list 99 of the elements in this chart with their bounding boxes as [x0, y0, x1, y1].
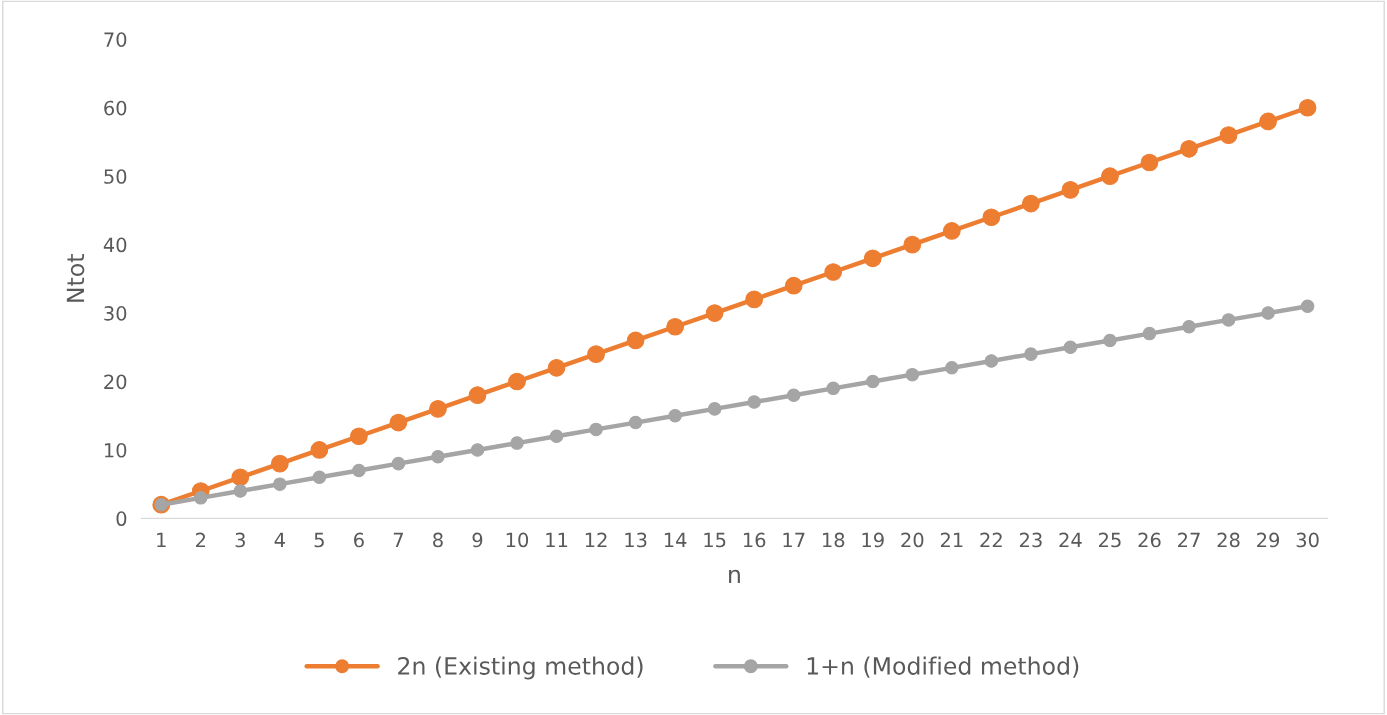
point [666, 317, 684, 336]
y-tick-label: 30 [104, 306, 127, 321]
point [1101, 167, 1119, 186]
x-tick-label: 7 [393, 532, 403, 548]
point [628, 415, 643, 430]
point [786, 388, 801, 402]
point [470, 443, 485, 457]
x-tick-label: 29 [1257, 532, 1280, 548]
point [1219, 126, 1238, 144]
x-tick-label: 22 [980, 532, 1002, 548]
point [903, 235, 922, 254]
point [391, 456, 406, 471]
point [982, 208, 1001, 227]
x-tick-label: 2 [196, 532, 206, 548]
point [705, 304, 724, 322]
point [1103, 333, 1117, 348]
x-tick-label: 18 [823, 532, 845, 548]
x-tick-label: 10 [506, 532, 529, 548]
point [1180, 139, 1198, 158]
point [984, 354, 999, 368]
point [589, 422, 603, 437]
point [429, 400, 447, 418]
point [668, 408, 682, 423]
point [1063, 340, 1078, 355]
point [508, 372, 526, 391]
y-tick-label: 0 [116, 511, 127, 527]
x-tick-label: 14 [664, 532, 687, 548]
x-tick-label: 3 [235, 532, 245, 548]
x-tick-label: 12 [585, 532, 607, 548]
x-tick-label: 19 [862, 532, 884, 548]
point [510, 436, 524, 450]
point [824, 263, 843, 281]
x-tick-label: 4 [274, 532, 285, 548]
point [587, 345, 605, 363]
point [1024, 347, 1038, 361]
x-tick-label: 8 [433, 532, 443, 548]
y-tick-label: 20 [104, 374, 127, 390]
x-tick-label: 25 [1099, 532, 1121, 548]
point [273, 477, 287, 491]
x-tick-label: 13 [625, 532, 647, 548]
point [1142, 326, 1157, 341]
y-tick-label: 10 [104, 442, 127, 458]
point [866, 374, 880, 389]
point [549, 429, 564, 444]
x-tick-label: 21 [940, 532, 963, 548]
x-tick-label: 23 [1019, 532, 1042, 548]
legend-label: 2n (Existing method) [398, 656, 643, 680]
point [905, 367, 920, 382]
point [945, 361, 959, 375]
point [1140, 153, 1159, 172]
x-axis-title: n [729, 569, 740, 583]
point [1182, 319, 1196, 334]
x-tick-label: 20 [901, 532, 924, 548]
point [431, 450, 445, 464]
point [747, 395, 761, 409]
x-tick-label: 28 [1217, 532, 1240, 548]
point [1261, 306, 1275, 320]
point [942, 222, 961, 240]
point [784, 276, 803, 295]
y-tick-label: 40 [103, 237, 127, 253]
x-tick-label: 17 [783, 532, 805, 548]
y-axis-title: Ntot [66, 254, 85, 302]
x-tick-label: 11 [546, 532, 568, 548]
point [863, 249, 882, 268]
point [1300, 299, 1315, 313]
point [1259, 112, 1277, 131]
point [194, 491, 208, 505]
point [826, 381, 841, 396]
point [1022, 194, 1040, 213]
legend-label: 1+n (Modified method) [807, 656, 1079, 678]
point [468, 386, 487, 405]
point [1298, 98, 1317, 117]
point [1221, 313, 1236, 327]
point [233, 484, 248, 498]
x-tick-label: 9 [472, 532, 483, 548]
point [310, 441, 329, 459]
point [626, 331, 645, 350]
point [547, 358, 566, 377]
x-tick-label: 16 [743, 532, 766, 548]
point [389, 413, 408, 432]
y-tick-label: 70 [104, 32, 127, 47]
y-tick-label: 50 [104, 169, 127, 184]
x-tick-label: 30 [1296, 532, 1319, 548]
x-tick-label: 5 [314, 532, 324, 548]
point [745, 290, 764, 309]
x-tick-label: 6 [354, 532, 364, 548]
point [312, 470, 327, 485]
point [350, 427, 368, 446]
point [231, 468, 250, 487]
point [270, 454, 289, 473]
x-tick-label: 24 [1059, 532, 1082, 548]
point [707, 402, 722, 416]
x-tick-label: 15 [704, 532, 726, 548]
point [1061, 181, 1080, 199]
x-tick-label: 1 [157, 532, 166, 548]
x-tick-label: 27 [1178, 532, 1200, 548]
x-tick-label: 26 [1138, 532, 1161, 548]
point [352, 463, 366, 478]
y-tick-label: 60 [104, 100, 127, 116]
